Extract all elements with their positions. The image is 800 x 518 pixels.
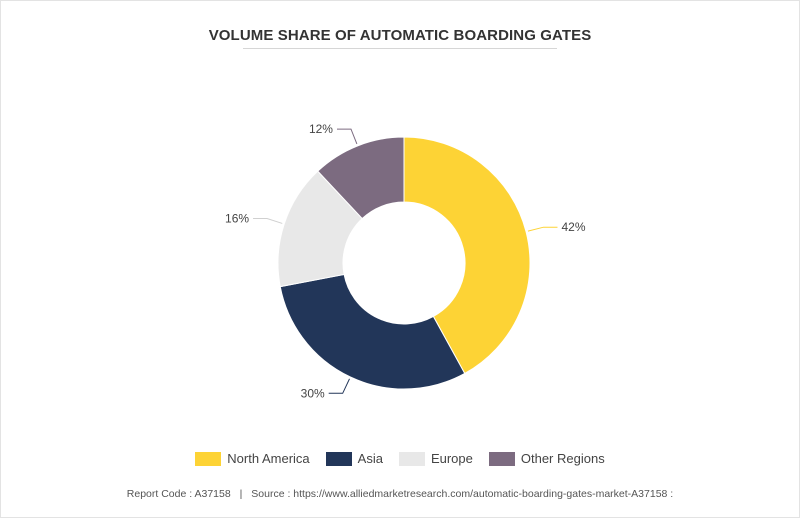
slice-asia[interactable] [279,273,466,390]
slices-group [277,136,531,390]
legend-item-other-regions[interactable]: Other Regions [488,451,605,466]
legend-swatch-europe [398,451,425,466]
legend: North America Asia Europe Other Regions [0,451,800,466]
leader-line-north-america [527,226,558,232]
legend-swatch-other-regions [488,451,515,466]
legend-label-europe: Europe [430,451,473,466]
slice-other-regions[interactable] [317,136,405,220]
legend-item-north-america[interactable]: North America [195,451,310,466]
leader-line-other-regions [336,128,358,145]
legend-label-asia: Asia [357,451,383,466]
leader-line-europe [253,218,283,224]
legend-label-other-regions: Other Regions [520,451,605,466]
data-label-north-america: 42% [561,220,585,234]
legend-item-europe[interactable]: Europe [398,451,473,466]
footer-separator: | [239,488,243,500]
labels-group: 42% 30% 16% 12% [225,122,586,400]
chart-title: VOLUME SHARE OF AUTOMATIC BOARDING GATES [208,27,592,44]
legend-swatch-asia [325,451,352,466]
source-text: Source : https://www.alliedmarketresearc… [251,488,674,500]
leaders-group [253,128,558,394]
title-underline [243,48,557,49]
legend-item-asia[interactable]: Asia [325,451,383,466]
slice-north-america[interactable] [403,136,531,375]
report-code: Report Code : A37158 [126,488,231,500]
data-label-other-regions: 12% [309,122,333,136]
leader-line-asia [328,378,350,394]
legend-swatch-north-america [195,451,222,466]
data-label-europe: 16% [225,212,249,226]
data-label-asia: 30% [301,386,325,400]
legend-label-north-america: North America [227,451,310,466]
source-footer: Report Code : A37158 | Source : https://… [0,488,800,500]
